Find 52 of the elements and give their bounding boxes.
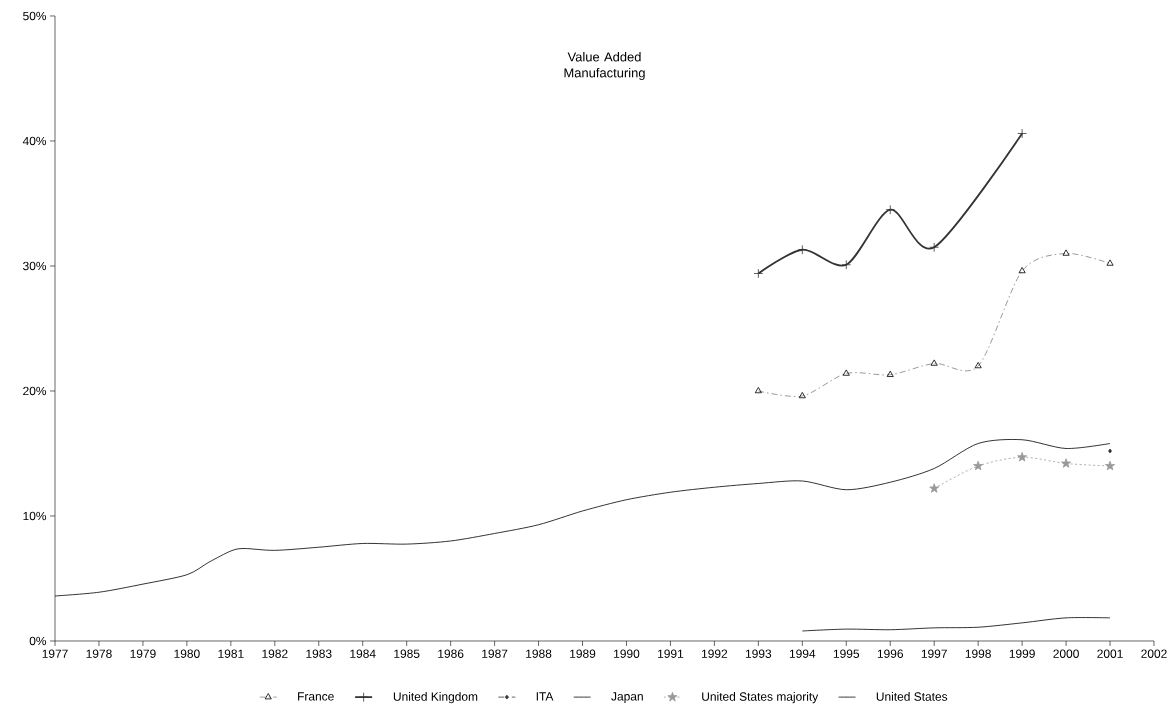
point [929, 242, 939, 253]
point [1017, 128, 1027, 139]
point [797, 244, 808, 255]
x-tick-label: 2001 [1097, 649, 1123, 658]
y-tick-label: 40% [22, 136, 47, 146]
x-tick-label: 1990 [614, 649, 640, 658]
x-tick-label: 2000 [1053, 649, 1079, 658]
legend-label: United Kingdom [393, 692, 478, 704]
point [1061, 458, 1072, 468]
x-tick-label: 1981 [218, 649, 244, 658]
y-tick-label: 0% [29, 636, 47, 646]
x-tick-label: 1999 [1009, 649, 1035, 658]
point [1017, 452, 1028, 462]
x-tick-label: 1977 [42, 649, 68, 658]
x-tick-label: 1985 [394, 649, 420, 658]
x-tick-label: 1993 [745, 649, 772, 658]
legend-label: France [298, 692, 334, 701]
x-tick-label: 1984 [350, 649, 376, 658]
y-tick-label: 20% [23, 386, 47, 396]
point [753, 268, 764, 279]
x-tick-label: 2002 [1141, 649, 1167, 658]
x-tick-label: 1998 [965, 649, 991, 658]
legend-label: United States [876, 692, 948, 701]
line-series [801, 617, 1111, 632]
x-tick-label: 1987 [482, 649, 508, 658]
point [973, 460, 984, 471]
x-tick-label: 1980 [174, 649, 200, 658]
x-tick-label: 1995 [833, 649, 860, 658]
x-tick-label: 1996 [877, 649, 903, 658]
point [841, 259, 852, 270]
x-tick-label: 1992 [702, 649, 728, 658]
x-tick-label: 1979 [130, 649, 156, 658]
legend-label: ITA [536, 692, 554, 701]
point [1105, 460, 1115, 471]
x-tick-label: 1988 [526, 649, 552, 658]
x-tick-label: 1986 [438, 649, 464, 658]
y-tick-label: 50% [23, 11, 47, 21]
point [929, 483, 940, 493]
text: Value Added Manufacturing [564, 51, 645, 80]
x-tick-label: 1989 [570, 649, 596, 658]
legend-label: United States majority [702, 692, 819, 704]
x-tick-label: 1997 [921, 649, 947, 658]
y-tick-label: 10% [23, 511, 47, 521]
x-tick-label: 1982 [262, 649, 288, 658]
y-tick-label: 30% [23, 261, 47, 271]
point [885, 204, 896, 215]
x-tick-label: 1994 [789, 649, 816, 658]
x-tick-label: 1991 [658, 649, 684, 658]
x-tick-label: 1978 [86, 649, 112, 658]
x-tick-label: 1983 [306, 649, 332, 658]
legend-label: Japan [611, 692, 643, 703]
point [1108, 448, 1112, 454]
